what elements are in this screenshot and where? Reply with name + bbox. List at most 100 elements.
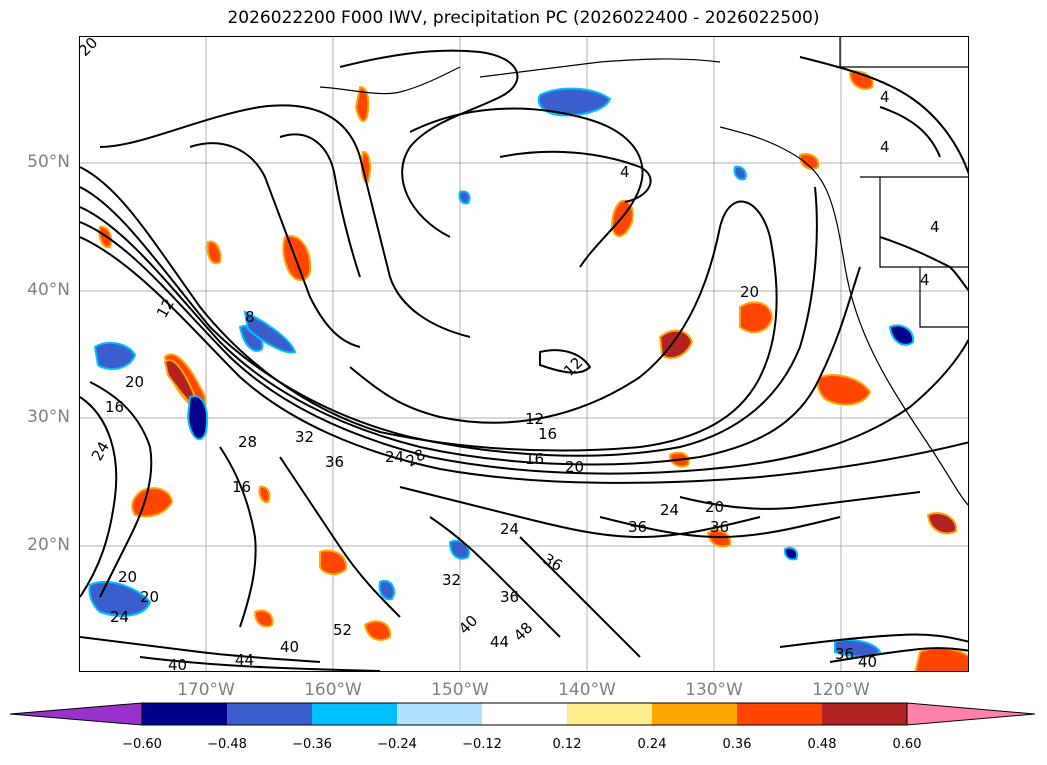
contour-label: 4 — [920, 271, 930, 289]
precip-blob — [378, 579, 396, 601]
map-title: 2026022200 F000 IWV, precipitation PC (2… — [227, 8, 820, 28]
precip-blob — [448, 539, 470, 560]
precip-blob — [354, 85, 370, 123]
lat-label-20n: 20°N — [27, 535, 70, 555]
precip-blob — [131, 487, 174, 518]
contour-label: 44 — [235, 651, 254, 669]
precip-blob — [186, 395, 208, 441]
precip-blob — [206, 240, 222, 265]
colorbar-segment — [822, 703, 907, 725]
contour-label: 4 — [880, 88, 890, 106]
contour-label: 32 — [295, 428, 314, 446]
contour-label: 36 — [325, 453, 344, 471]
precip-blob — [537, 87, 612, 117]
colorbar-tick: 0.12 — [552, 737, 582, 752]
colorbar-tick: −0.12 — [462, 737, 502, 752]
colorbar-extend-min — [10, 702, 143, 726]
colorbar-tick: 0.24 — [637, 737, 667, 752]
lon-label-120w: 120°W — [812, 680, 870, 700]
precip-blob — [88, 580, 152, 617]
contour-label: 16 — [525, 450, 544, 468]
contour-label: 36 — [628, 518, 647, 536]
colorbar-tick: 0.36 — [722, 737, 752, 752]
precip-blob — [706, 529, 732, 548]
contour-label: 4 — [880, 138, 890, 156]
colorbar-segment — [482, 703, 567, 725]
colorbar-segment — [567, 703, 652, 725]
precip-blob — [926, 512, 958, 535]
contour-label: 24 — [88, 438, 113, 464]
iwv-contours — [80, 49, 968, 671]
contour-label: 36 — [710, 518, 729, 536]
contour-label: 36 — [540, 550, 566, 575]
contour-label: 20 — [740, 283, 759, 301]
lon-label-160w: 160°W — [304, 680, 362, 700]
contour-label: 32 — [442, 571, 461, 589]
colorbar-segment — [312, 703, 397, 725]
contour-label: 36 — [500, 588, 519, 606]
contour-label: 8 — [245, 308, 255, 326]
contour-label: 20 — [705, 498, 724, 516]
lat-label-50n: 50°N — [27, 152, 70, 172]
colorbar-segment — [652, 703, 737, 725]
precip-blob — [93, 341, 137, 371]
lon-label-170w: 170°W — [177, 680, 235, 700]
precip-blob — [914, 647, 968, 671]
colorbar-extend-max — [906, 702, 1036, 726]
contour-label: 40 — [455, 612, 481, 638]
contour-label: 20 — [140, 588, 159, 606]
contour-label: 16 — [105, 398, 124, 416]
precip-blob — [243, 310, 297, 354]
contour-label: 24 — [385, 448, 404, 466]
contour-labels: 20 4 4 4 4 4 8 20 12 12 16 16 20 12 16 2… — [80, 37, 940, 672]
contour-label: 20 — [125, 373, 144, 391]
colorbar-segment — [227, 703, 312, 725]
map-panel[interactable]: 20 4 4 4 4 4 8 20 12 12 16 16 20 12 16 2… — [79, 36, 969, 672]
contour-label: 28 — [403, 445, 429, 470]
lon-label-150w: 150°W — [431, 680, 489, 700]
precip-blob — [834, 639, 882, 658]
lon-label-130w: 130°W — [685, 680, 743, 700]
precip-blob — [816, 374, 872, 406]
precip-blob — [458, 190, 471, 205]
colorbar-tick: 0.60 — [892, 737, 922, 752]
lat-label-40n: 40°N — [27, 280, 70, 300]
contour-label: 20 — [565, 458, 584, 476]
colorbar-segment — [142, 703, 227, 725]
contour-label: 36 — [835, 645, 854, 663]
precip-blob — [363, 620, 392, 641]
colorbar-tick: −0.36 — [292, 737, 332, 752]
colorbar-segment — [397, 703, 482, 725]
contour-label: 20 — [80, 37, 101, 60]
contour-label: 24 — [110, 608, 129, 626]
coastlines — [319, 37, 968, 506]
contour-label: 24 — [500, 520, 519, 538]
precip-blob — [658, 329, 694, 360]
precip-blob — [798, 153, 820, 170]
contour-label: 16 — [232, 478, 251, 496]
colorbar-tick: −0.24 — [377, 737, 417, 752]
precip-blob — [739, 301, 774, 334]
contour-label: 44 — [490, 633, 509, 651]
lon-label-140w: 140°W — [558, 680, 616, 700]
contour-label: 40 — [280, 638, 299, 656]
lat-label-30n: 30°N — [27, 407, 70, 427]
contour-label: 4 — [930, 218, 940, 236]
contour-label: 24 — [660, 501, 679, 519]
contour-label: 40 — [168, 656, 187, 672]
precip-blob — [319, 549, 348, 575]
precip-blob — [282, 235, 312, 282]
precip-blob — [783, 546, 798, 561]
contour-label: 4 — [620, 163, 630, 181]
graticule — [80, 37, 968, 671]
colorbar-segment — [737, 703, 822, 725]
contour-label: 48 — [510, 619, 536, 645]
colorbar-tick: −0.48 — [207, 737, 247, 752]
contour-label: 28 — [238, 433, 257, 451]
precip-negative — [88, 87, 915, 658]
colorbar — [10, 702, 1036, 726]
precip-blob — [98, 225, 113, 249]
map-svg: 20 4 4 4 4 4 8 20 12 12 16 16 20 12 16 2… — [80, 37, 968, 672]
colorbar-tick: −0.60 — [122, 737, 162, 752]
contour-label: 20 — [118, 568, 137, 586]
